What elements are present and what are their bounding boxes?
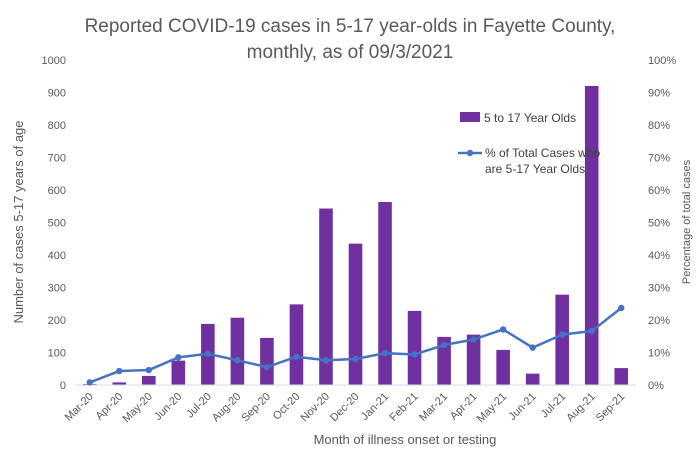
- y2-tick-label: 50%: [648, 218, 670, 230]
- line-point: [145, 366, 153, 374]
- y-tick-label: 300: [48, 283, 66, 295]
- line-point: [381, 349, 389, 357]
- x-tick-label: Aug-20: [210, 391, 244, 425]
- x-tick-label: Mar-21: [417, 391, 450, 424]
- chart-title-line-1: Reported COVID-19 cases in 5-17 year-old…: [85, 16, 616, 37]
- line-point: [204, 350, 212, 357]
- bar: [437, 336, 451, 385]
- bar: [584, 86, 599, 385]
- y2-tick-label: 20%: [648, 315, 670, 327]
- x-tick-label: Sep-21: [594, 391, 628, 425]
- legend: 5 to 17 Year Olds % of Total Cases who a…: [458, 111, 600, 176]
- y2-tick-label: 60%: [648, 185, 670, 197]
- y-tick-label: 1000: [42, 55, 66, 67]
- line-point: [86, 379, 93, 386]
- y2-tick-label: 30%: [648, 283, 670, 295]
- bar: [348, 243, 363, 385]
- y2-axis-title: Percentage of total cases: [681, 159, 693, 284]
- line-point: [499, 326, 507, 333]
- y2-tick-label: 100%: [648, 55, 676, 67]
- y-tick-label: 700: [48, 153, 66, 165]
- bar: [319, 208, 333, 385]
- x-tick-label: Aug-21: [564, 391, 598, 425]
- legend-label-line-2: are 5-17 Year Olds: [485, 162, 585, 176]
- bar: [555, 294, 569, 385]
- line-point: [322, 357, 330, 364]
- bar: [525, 373, 540, 385]
- y2-tick-label: 10%: [648, 348, 670, 360]
- line-point: [263, 363, 271, 371]
- y2-tick-label: 90%: [648, 88, 670, 100]
- bar: [260, 337, 274, 385]
- legend-swatch-bars: [460, 112, 480, 122]
- x-tick-label: Feb-21: [388, 391, 421, 424]
- y-axis-right: 0% 10% 20% 30% 40% 50% 60% 70% 80% 90% 100%: [648, 55, 676, 392]
- x-tick-label: Jan-21: [359, 391, 391, 423]
- bar: [496, 349, 510, 385]
- x-tick-label: Mar-20: [63, 391, 96, 424]
- x-tick-label: Nov-20: [299, 391, 333, 425]
- bar-series: [82, 86, 629, 385]
- line-point: [529, 344, 536, 351]
- y-tick-label: 200: [48, 315, 66, 327]
- bar: [378, 202, 392, 385]
- bar: [407, 310, 422, 385]
- line-point: [352, 355, 359, 363]
- x-tick-label: Jun-21: [507, 391, 539, 423]
- y-tick-label: 500: [48, 218, 66, 230]
- legend-label-line-1: % of Total Cases who: [485, 146, 600, 160]
- legend-marker-line: [466, 149, 474, 157]
- x-tick-label: Oct-20: [271, 391, 303, 423]
- bar: [230, 317, 245, 385]
- line-point: [440, 341, 448, 349]
- line-point: [470, 336, 477, 343]
- bar: [142, 375, 156, 385]
- line-point: [293, 353, 300, 360]
- x-tick-label: Sep-20: [239, 391, 273, 425]
- line-point: [558, 331, 566, 338]
- x-tick-label: Jun-20: [152, 391, 184, 423]
- y-tick-label: 600: [48, 185, 66, 197]
- x-tick-label: Dec-20: [328, 391, 362, 425]
- chart-title-line-2: monthly, as of 09/3/2021: [247, 42, 454, 63]
- y-tick-label: 900: [48, 88, 66, 100]
- y2-tick-label: 70%: [648, 153, 670, 165]
- x-tick-label: May-21: [475, 391, 509, 425]
- y2-tick-label: 0%: [648, 380, 664, 392]
- bar: [614, 368, 629, 385]
- legend-label-bars: 5 to 17 Year Olds: [484, 111, 576, 125]
- bar: [112, 382, 127, 385]
- line-point: [411, 351, 418, 358]
- bar: [289, 304, 304, 385]
- y-axis-left: 0 100 200 300 400 500 600 700 800 900 1000: [42, 55, 66, 392]
- line-point: [234, 357, 241, 364]
- y2-tick-label: 40%: [648, 250, 670, 262]
- x-axis-title: Month of illness onset or testing: [314, 432, 497, 447]
- line-point: [116, 367, 123, 375]
- bar: [171, 360, 186, 385]
- y-axis-title: Number of cases 5-17 years of age: [11, 120, 26, 323]
- line-point: [175, 354, 182, 361]
- y-tick-label: 100: [48, 348, 66, 360]
- y2-tick-label: 80%: [648, 120, 670, 132]
- line-point: [618, 304, 625, 312]
- y-tick-label: 0: [60, 380, 66, 392]
- y-tick-label: 400: [48, 250, 66, 262]
- x-tick-label: May-20: [121, 391, 155, 425]
- y-tick-label: 800: [48, 120, 66, 132]
- line-series: [86, 304, 625, 386]
- bar: [466, 334, 481, 385]
- line-point: [588, 327, 595, 335]
